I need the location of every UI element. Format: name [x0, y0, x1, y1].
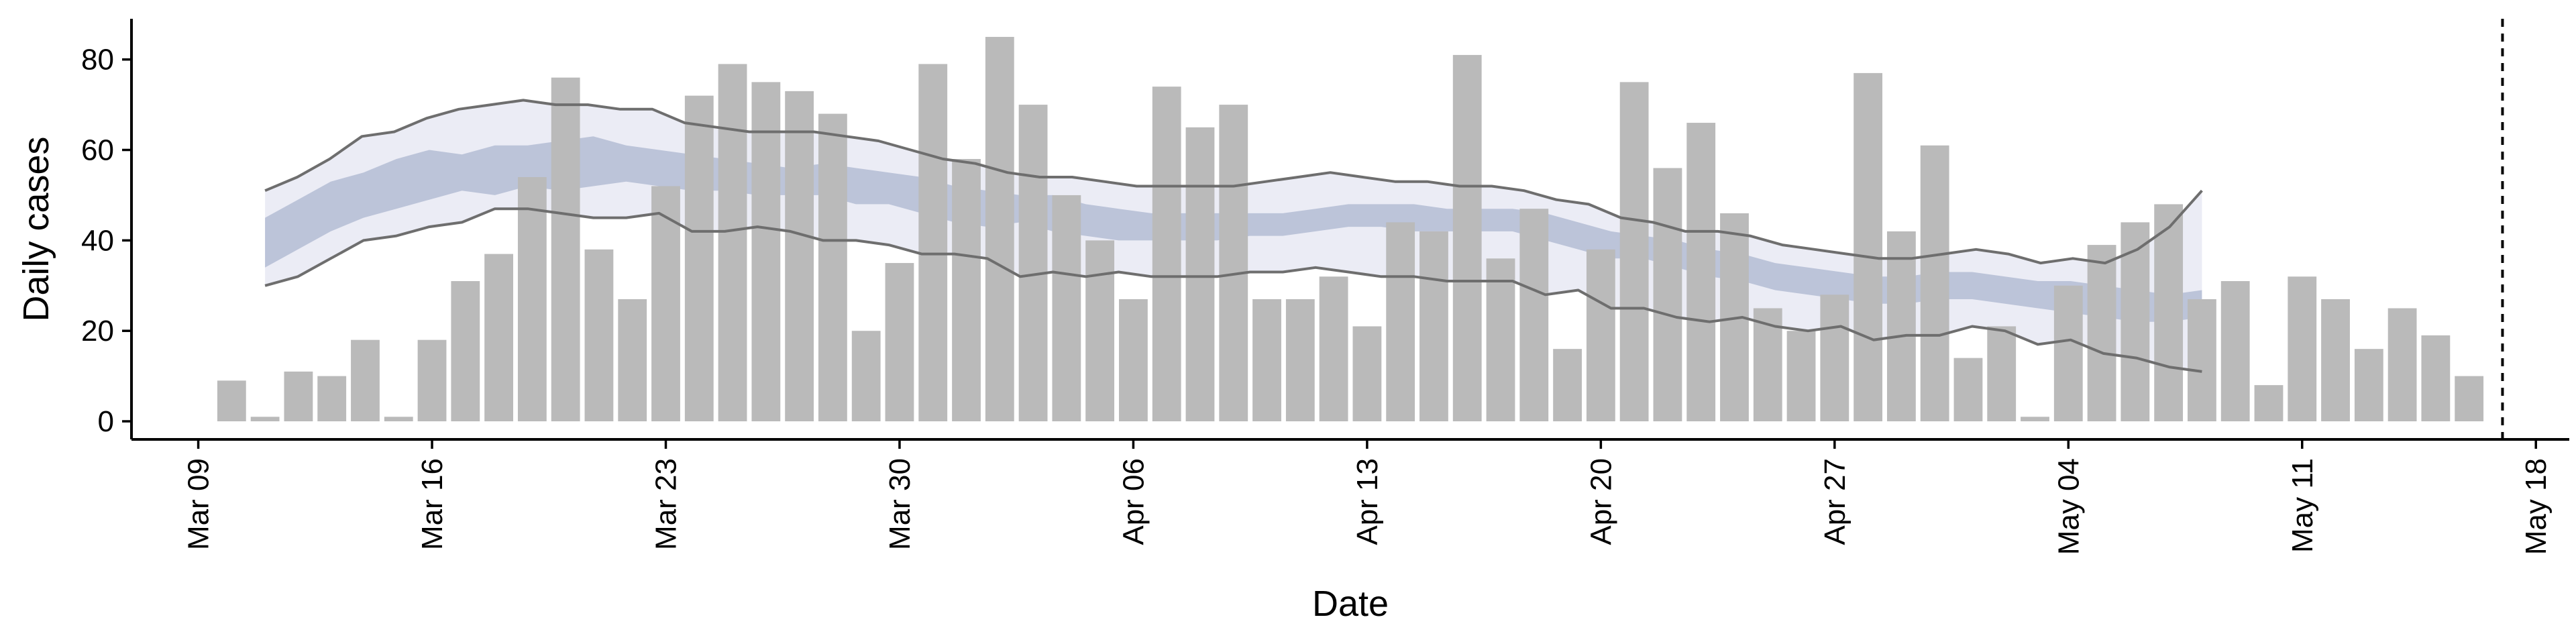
bar: [2154, 204, 2184, 422]
bar: [684, 95, 714, 422]
y-ticks: 0 20 40 60 80: [81, 44, 131, 438]
bar: [1319, 276, 1348, 422]
bar: [1553, 349, 1582, 422]
upper-bound-line: [264, 99, 2203, 265]
x-tick-label: Apr 27: [1819, 458, 1851, 545]
bar: [718, 64, 747, 422]
bar: [2220, 281, 2250, 422]
bar: [1586, 249, 1615, 422]
bar: [1519, 209, 1549, 422]
bar: [1619, 82, 1649, 422]
x-ticks: Mar 09 Mar 16 Mar 23 Mar 30 Apr 06 Apr 13 Apr …: [182, 439, 2553, 555]
bar: [284, 371, 313, 422]
bar: [2288, 276, 2317, 422]
bar: [2053, 285, 2083, 422]
x-tick-label: May 11: [2286, 458, 2319, 553]
x-tick-label: Mar 23: [649, 458, 682, 550]
bar: [584, 249, 614, 422]
bar: [2254, 385, 2284, 422]
axes: 0 20 40 60 80 Mar 09 Mar 16 Mar 23 Mar 30 Apr 06…: [81, 19, 2569, 555]
bar: [1854, 72, 1883, 422]
bar: [1953, 358, 1983, 422]
bar: [1252, 299, 1281, 422]
bar: [1486, 258, 1515, 422]
bar: [551, 77, 580, 422]
bar: [2321, 299, 2350, 422]
bar: [1786, 331, 1816, 422]
bar: [1920, 145, 1949, 422]
bar: [985, 36, 1014, 422]
bar: [317, 376, 347, 422]
bar: [417, 339, 447, 422]
bar: [351, 339, 380, 422]
y-tick-label: 40: [81, 224, 114, 257]
x-tick-label: May 18: [2520, 458, 2553, 555]
bar: [384, 417, 413, 422]
bar: [1686, 123, 1716, 422]
model-bound-lines: [264, 99, 2203, 373]
x-axis-title: Date: [1312, 584, 1389, 624]
bar: [1219, 105, 1248, 422]
bar: [451, 281, 480, 422]
bar: [2354, 349, 2383, 422]
bar: [851, 331, 881, 422]
x-tick-label: Apr 06: [1117, 458, 1150, 545]
bar: [1085, 240, 1115, 422]
bar: [1886, 231, 1916, 422]
bar: [885, 263, 914, 422]
bar: [618, 299, 647, 422]
y-tick-label: 20: [81, 315, 114, 347]
bar: [517, 176, 547, 422]
x-tick-label: Mar 16: [416, 458, 449, 550]
x-tick-label: Apr 13: [1351, 458, 1384, 545]
bar: [818, 113, 847, 422]
bar: [918, 64, 948, 422]
bar: [1386, 222, 1415, 422]
x-tick-label: Mar 09: [182, 458, 215, 550]
bar: [1653, 168, 1682, 422]
bar: [250, 417, 280, 422]
bar: [651, 186, 680, 422]
bar: [1285, 299, 1315, 422]
bar: [1820, 294, 1849, 422]
bar: [2387, 308, 2417, 422]
x-tick-label: Mar 30: [883, 458, 916, 550]
bar: [785, 91, 814, 422]
bar: [1352, 326, 1382, 422]
bar: [2021, 417, 2049, 422]
bar: [751, 82, 781, 422]
bar: [217, 380, 246, 422]
bar: [1052, 195, 1081, 422]
bar: [2121, 222, 2150, 422]
y-tick-label: 80: [81, 44, 114, 76]
bar: [2455, 376, 2484, 422]
bar: [2188, 299, 2216, 422]
y-tick-label: 0: [98, 405, 114, 438]
x-tick-label: Apr 20: [1585, 458, 1617, 545]
y-axis-title: Daily cases: [16, 136, 56, 321]
lower-bound-line: [264, 207, 2202, 373]
bar: [484, 254, 513, 422]
bar: [1018, 105, 1048, 422]
y-tick-label: 60: [81, 134, 114, 167]
x-tick-label: May 04: [2052, 458, 2085, 555]
bar: [2421, 335, 2451, 422]
bar: [952, 159, 981, 422]
bar: [1152, 87, 1181, 422]
bar: [1987, 326, 2017, 422]
daily-case-bars: [217, 36, 2484, 422]
bar: [1185, 127, 1215, 422]
bar: [1419, 231, 1448, 422]
bar: [1119, 299, 1148, 422]
bar: [1452, 54, 1482, 422]
bar: [2087, 245, 2116, 422]
